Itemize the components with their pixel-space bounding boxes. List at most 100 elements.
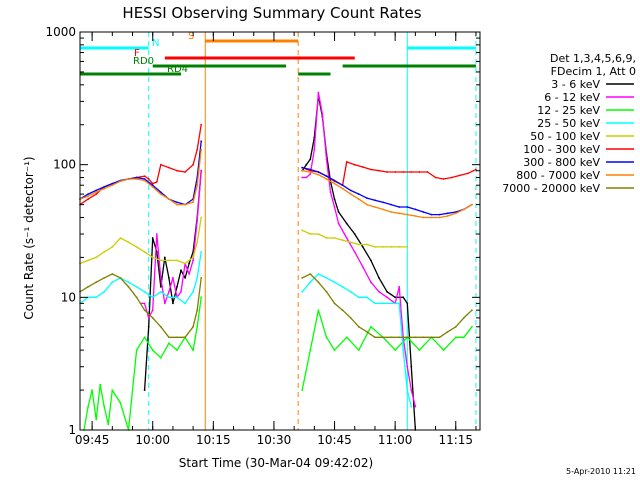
- series-point-3_6keV: [309, 158, 312, 161]
- series-point-25_50keV: [95, 296, 98, 299]
- series-point-3_6keV: [305, 163, 308, 166]
- series-point-7000_20000keV: [366, 330, 368, 333]
- series-point-300_800keV: [430, 213, 433, 216]
- series-point-800_7000keV: [446, 215, 449, 217]
- legend-entry-label: 800 - 7000 keV: [516, 169, 600, 182]
- series-point-12_25keV: [196, 325, 199, 328]
- series-point-12_25keV: [111, 389, 114, 391]
- legend-header: FDecim 1, Att 0: [551, 65, 636, 78]
- series-point-6_12keV: [192, 259, 195, 262]
- series-point-12_25keV: [454, 336, 457, 339]
- series-point-800_7000keV: [366, 203, 368, 206]
- series-point-25_50keV: [103, 290, 106, 293]
- series-point-800_7000keV: [184, 203, 187, 206]
- series-point-800_7000keV: [341, 187, 344, 190]
- flag-label-s: S: [188, 31, 194, 42]
- series-point-300_800keV: [390, 203, 392, 206]
- series-point-12_25keV: [370, 325, 372, 328]
- series-point-50_100keV: [159, 259, 162, 262]
- series-point-6_12keV: [172, 277, 174, 279]
- series-point-100_300keV: [475, 168, 477, 171]
- series-point-7000_20000keV: [168, 336, 170, 339]
- series-point-7000_20000keV: [95, 281, 98, 284]
- series-point-50_100keV: [349, 241, 352, 244]
- series-point-25_50keV: [382, 302, 384, 305]
- series-point-50_100keV: [309, 233, 312, 235]
- series-point-800_7000keV: [462, 208, 465, 211]
- series-point-12_25keV: [325, 336, 328, 339]
- series-point-300_800keV: [176, 201, 178, 204]
- series-point-100_300keV: [155, 181, 158, 183]
- flag-label-n: N: [152, 38, 159, 49]
- series-point-7000_20000keV: [398, 336, 401, 339]
- series-point-50_100keV: [127, 241, 130, 244]
- series-point-800_7000keV: [301, 169, 304, 172]
- series-point-100_300keV: [386, 171, 388, 173]
- series-point-800_7000keV: [430, 216, 433, 219]
- series-point-3_6keV: [180, 269, 182, 272]
- series-point-25_50keV: [333, 281, 336, 284]
- x-tick-label: 11:00: [378, 433, 413, 447]
- series-point-300_800keV: [200, 140, 203, 143]
- series-point-25_50keV: [366, 296, 368, 299]
- series-point-7000_20000keV: [349, 317, 352, 319]
- series-point-6_12keV: [414, 405, 417, 408]
- x-tick-label: 10:00: [135, 433, 170, 447]
- series-point-50_100keV: [103, 251, 106, 253]
- legend-entry-label: 6 - 12 keV: [544, 91, 600, 104]
- series-point-12_25keV: [333, 349, 336, 351]
- series-point-800_7000keV: [325, 178, 328, 180]
- series-point-800_7000keV: [333, 182, 336, 185]
- series-point-25_50keV: [184, 302, 187, 305]
- series-point-6_12keV: [345, 237, 348, 239]
- series-point-6_12keV: [337, 222, 340, 225]
- series-point-6_12keV: [180, 290, 182, 293]
- series-point-7000_20000keV: [184, 336, 187, 339]
- series-point-50_100keV: [184, 262, 187, 265]
- legend: Det 1,3,4,5,6,9,FDecim 1, Att 03 - 6 keV…: [502, 52, 636, 195]
- series-point-300_800keV: [398, 206, 401, 208]
- series-point-7000_20000keV: [406, 336, 409, 339]
- series-point-12_25keV: [143, 336, 146, 339]
- series-point-100_300keV: [176, 169, 178, 172]
- x-tick-label: 10:15: [196, 433, 231, 447]
- series-point-7000_20000keV: [119, 277, 122, 279]
- series-point-7000_20000keV: [87, 285, 89, 288]
- series-point-50_100keV: [143, 251, 146, 253]
- series-point-50_100keV: [341, 239, 344, 242]
- series-point-7000_20000keV: [135, 296, 138, 299]
- series-point-800_7000keV: [103, 187, 106, 190]
- series-point-800_7000keV: [406, 213, 409, 216]
- series-point-100_300keV: [418, 171, 421, 173]
- series-point-50_100keV: [366, 243, 368, 246]
- series-point-300_800keV: [357, 193, 360, 196]
- series-point-3_6keV: [151, 237, 154, 239]
- series-point-7000_20000keV: [471, 309, 473, 312]
- series-point-7000_20000keV: [301, 277, 304, 279]
- series-point-25_50keV: [390, 302, 392, 305]
- series-point-12_25keV: [442, 349, 445, 351]
- series-point-300_800keV: [317, 171, 320, 173]
- series-point-800_7000keV: [95, 191, 98, 194]
- series-line-300_800keV: [79, 141, 473, 216]
- series-point-3_6keV: [345, 222, 348, 225]
- series-point-25_50keV: [325, 277, 328, 279]
- flag-label-f: F: [134, 48, 140, 59]
- series-point-800_7000keV: [382, 208, 384, 211]
- series-point-50_100keV: [301, 229, 304, 232]
- series-point-50_100keV: [390, 246, 392, 248]
- series-point-100_300keV: [402, 171, 405, 173]
- series-point-7000_20000keV: [127, 285, 130, 288]
- series-point-6_12keV: [361, 265, 364, 268]
- series-point-50_100keV: [406, 246, 409, 248]
- series-point-50_100keV: [317, 233, 320, 235]
- series-point-50_100keV: [196, 241, 199, 244]
- series-point-6_12keV: [333, 206, 336, 208]
- series-point-6_12keV: [159, 277, 162, 279]
- series-point-12_25keV: [119, 402, 122, 404]
- series-point-100_300keV: [184, 171, 187, 173]
- series-point-50_100keV: [119, 237, 122, 239]
- series-point-800_7000keV: [438, 216, 441, 219]
- series-point-7000_20000keV: [196, 309, 199, 312]
